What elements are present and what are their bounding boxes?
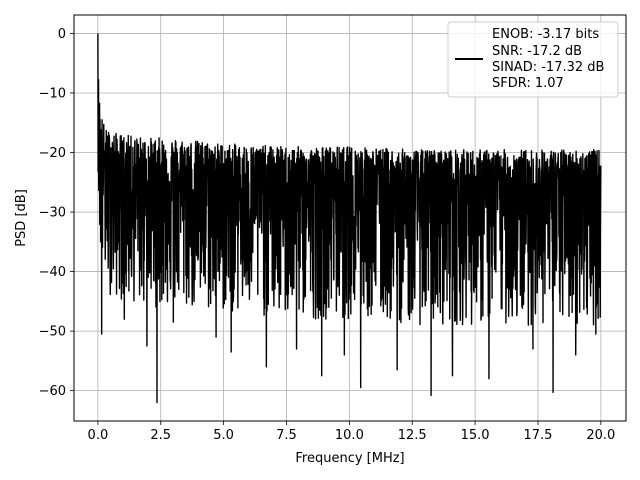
- legend-text-enob: ENOB: -3.17 bits: [492, 27, 599, 42]
- x-axis: 0.0 2.5 5.0 7.5 10.0 12.5 15.0 17.5 20.0: [88, 421, 615, 443]
- x-tick-label: 12.5: [398, 428, 427, 443]
- x-tick-label: 15.0: [461, 428, 490, 443]
- y-axis: 0 −10 −20 −30 −40 −50 −60: [39, 27, 74, 399]
- legend-text-sinad: SINAD: -17.32 dB: [492, 60, 604, 75]
- x-tick-label: 2.5: [150, 428, 171, 443]
- y-tick-label: −60: [39, 384, 66, 399]
- y-tick-label: −50: [39, 325, 66, 340]
- psd-series: [97, 33, 602, 404]
- y-tick-label: −30: [39, 206, 66, 221]
- y-tick-label: −20: [39, 146, 66, 161]
- x-tick-label: 0.0: [88, 428, 109, 443]
- legend: ENOB: -3.17 bits SNR: -17.2 dB SINAD: -1…: [447, 21, 619, 98]
- y-tick-label: 0: [58, 27, 66, 42]
- x-axis-label: Frequency [MHz]: [295, 451, 404, 466]
- x-tick-label: 17.5: [524, 428, 553, 443]
- x-tick-label: 20.0: [586, 428, 615, 443]
- x-tick-label: 5.0: [213, 428, 234, 443]
- legend-text-sfdr: SFDR: 1.07: [492, 76, 564, 91]
- y-axis-label: PSD [dB]: [14, 189, 29, 247]
- y-tick-label: −40: [39, 265, 66, 280]
- axes-frame: [73, 14, 627, 422]
- x-tick-label: 10.0: [335, 428, 364, 443]
- psd-line: [97, 33, 602, 404]
- y-tick-label: −10: [39, 86, 66, 101]
- legend-text-snr: SNR: -17.2 dB: [492, 44, 582, 59]
- legend-box: [447, 21, 619, 98]
- x-tick-label: 7.5: [276, 428, 297, 443]
